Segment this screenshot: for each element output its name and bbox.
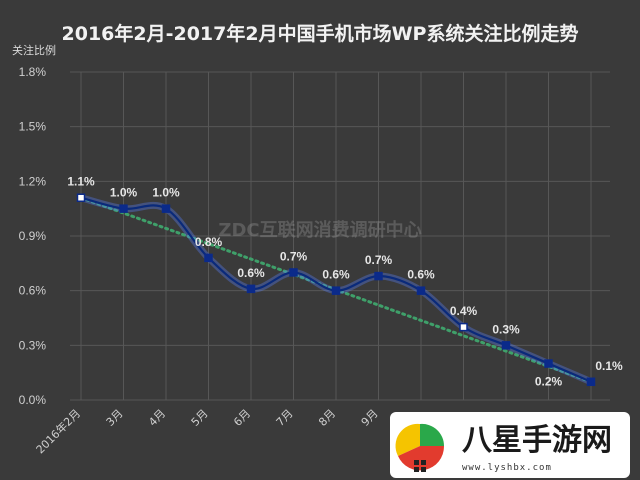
logo-background [390, 412, 630, 478]
data-label: 0.3% [492, 322, 520, 336]
data-point [544, 359, 553, 368]
data-point [374, 271, 383, 281]
data-point [586, 377, 596, 387]
data-point [289, 268, 298, 277]
x-tick-label: 4月 [146, 407, 168, 429]
x-tick-label: 5月 [189, 407, 211, 429]
y-tick-label: 0.6% [19, 284, 47, 298]
x-tick-label: 7月 [274, 407, 296, 429]
data-label: 0.4% [450, 304, 478, 318]
y-tick-label: 0.0% [19, 393, 47, 407]
data-point [119, 204, 128, 213]
data-label: 0.7% [280, 249, 308, 263]
y-tick-label: 1.8% [19, 65, 47, 79]
data-point [416, 286, 426, 295]
x-tick-label: 3月 [104, 407, 126, 429]
data-labels: 1.1% 1.0% 1.0% 0.8% 0.6% 0.7% 0.6% 0.7% 0.6% 0.4%… [67, 175, 623, 389]
logo-url: www.lyshbx.com [462, 463, 552, 473]
data-label: 0.1% [595, 359, 623, 373]
data-label: 1.1% [67, 175, 95, 189]
chart-title: 2016年2月-2017年2月中国手机市场WP系统关注比例走势 [62, 22, 579, 45]
series-line [76, 193, 596, 387]
data-point [246, 284, 256, 294]
x-tick-label: 2016年2月 [33, 406, 83, 456]
y-tick-label: 1.5% [19, 120, 47, 134]
data-label: 1.0% [152, 186, 180, 200]
y-tick-label: 0.3% [19, 338, 47, 352]
y-tick-label: 1.2% [19, 174, 47, 188]
data-label: 1.0% [110, 186, 138, 200]
x-tick-label: 6月 [231, 407, 253, 429]
site-logo[interactable]: 八星手游网 www.lyshbx.com [390, 412, 630, 478]
logo-name: 八星手游网 [462, 423, 612, 458]
x-tick-labels: 2016年2月 3月 4月 5月 6月 7月 8月 9月 [33, 406, 381, 456]
y-axis-label: 关注比例 [12, 43, 56, 57]
data-label: 0.6% [322, 268, 350, 282]
data-point [204, 253, 213, 263]
watermark: ZDC互联网消费调研中心 [218, 219, 421, 241]
data-point [331, 286, 341, 295]
y-tick-labels: 0.0% 0.3% 0.6% 0.9% 1.2% 1.5% 1.8% [19, 65, 47, 407]
data-label: 0.7% [365, 253, 393, 267]
y-tick-label: 0.9% [19, 229, 47, 243]
data-label: 0.6% [407, 268, 435, 282]
data-label: 0.6% [237, 266, 265, 280]
data-label: 0.8% [195, 235, 223, 249]
data-point [161, 204, 171, 213]
gridlines [70, 71, 610, 401]
data-label: 0.2% [535, 375, 563, 389]
x-tick-label: 8月 [316, 407, 338, 429]
data-point [501, 341, 511, 350]
x-tick-label: 9月 [359, 407, 381, 429]
logo-icon [395, 423, 445, 472]
data-point [76, 193, 86, 202]
data-point [459, 322, 468, 332]
